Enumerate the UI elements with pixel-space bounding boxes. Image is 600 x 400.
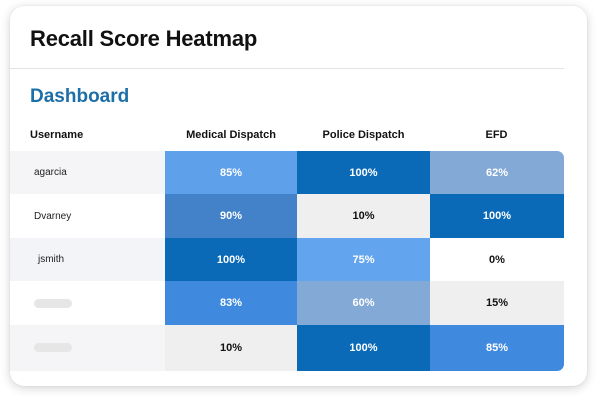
- username-placeholder: [34, 343, 72, 352]
- heatmap-cell: 0%: [430, 238, 564, 281]
- column-header-username: Username: [30, 129, 84, 141]
- username-cell: agarcia: [34, 167, 67, 178]
- heatmap-cell: 85%: [165, 151, 297, 194]
- heatmap-cell: 83%: [165, 281, 297, 325]
- heatmap-cell: 100%: [297, 325, 430, 371]
- row-background: [10, 151, 165, 194]
- row-background: [10, 194, 165, 238]
- table-header-row: Username Medical Dispatch Police Dispatc…: [10, 119, 564, 151]
- username-cell: jsmith: [38, 254, 65, 265]
- column-header-medical-dispatch: Medical Dispatch: [186, 129, 276, 141]
- card-title: Recall Score Heatmap: [30, 26, 258, 51]
- table-row: jsmith 100% 75% 0%: [10, 238, 564, 281]
- section-title: Dashboard: [30, 86, 130, 107]
- username-placeholder: [34, 299, 72, 308]
- column-header-police-dispatch: Police Dispatch: [322, 129, 405, 141]
- heatmap-cell: 10%: [297, 194, 430, 238]
- heatmap-cell: 100%: [297, 151, 430, 194]
- username-cell: Dvarney: [34, 210, 72, 222]
- column-header-efd: EFD: [485, 129, 508, 141]
- heatmap-card: Recall Score Heatmap Dashboard Username …: [10, 6, 587, 386]
- heatmap-cell: 60%: [297, 281, 430, 325]
- heatmap-cell: 100%: [165, 238, 297, 281]
- heatmap-cell: 10%: [165, 325, 297, 371]
- table-row: Dvarney 90% 10% 100%: [10, 194, 564, 238]
- title-divider: [10, 68, 564, 69]
- heatmap-cell: 15%: [430, 281, 564, 325]
- table-row: 10% 100% 85%: [10, 325, 564, 371]
- heatmap-cell: 100%: [430, 194, 564, 238]
- heatmap-table: Username Medical Dispatch Police Dispatc…: [10, 119, 564, 371]
- heatmap-cell: 85%: [430, 325, 564, 371]
- heatmap-cell: 62%: [430, 151, 564, 194]
- row-background: [10, 238, 165, 281]
- heatmap-cell: 75%: [297, 238, 430, 281]
- heatmap-cell: 90%: [165, 194, 297, 238]
- table-body: agarcia 85% 100% 62% Dvarney 90% 10% 100…: [10, 151, 564, 371]
- table-row: agarcia 85% 100% 62%: [10, 151, 564, 194]
- table-row: 83% 60% 15%: [10, 281, 564, 325]
